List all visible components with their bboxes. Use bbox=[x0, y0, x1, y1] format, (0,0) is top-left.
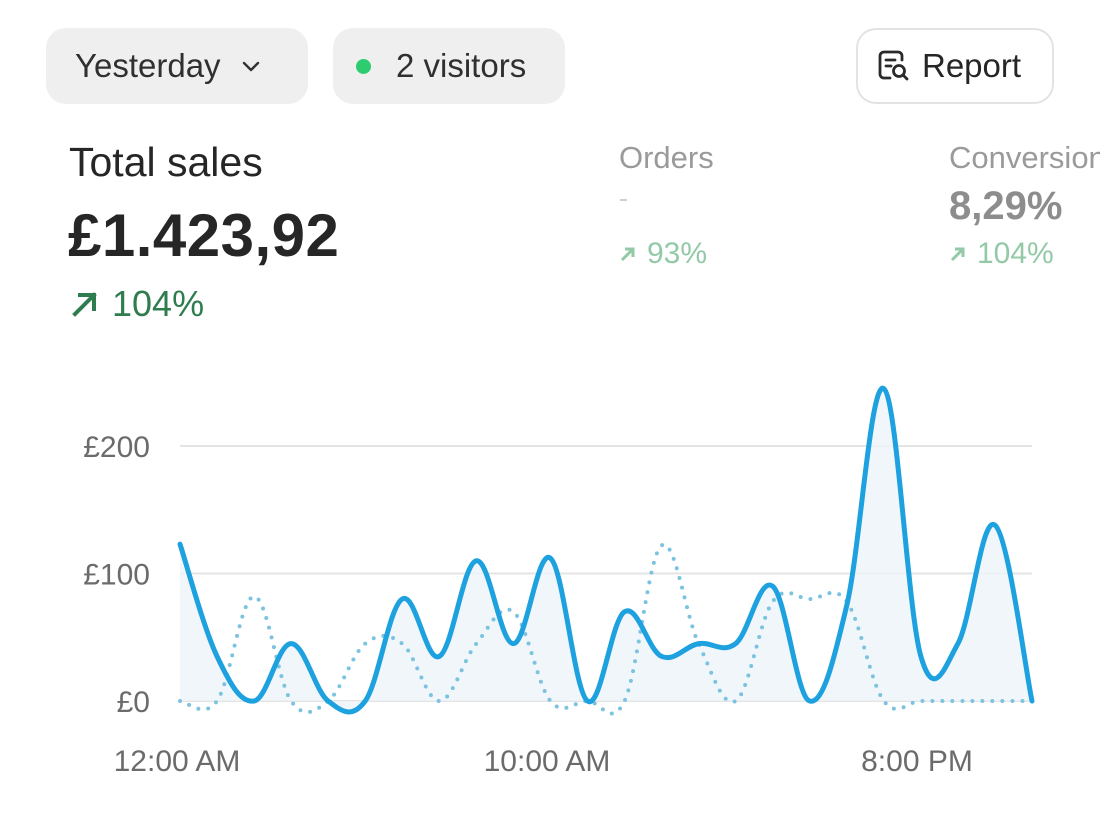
current-series-area bbox=[180, 388, 1032, 712]
y-tick-label: £0 bbox=[117, 686, 150, 719]
arrow-up-right-icon bbox=[620, 247, 635, 262]
x-axis-ticks: 12:00 AM 10:00 AM 8:00 PM bbox=[114, 745, 973, 778]
conversion-trend: 104% bbox=[949, 237, 1054, 271]
chart-series bbox=[177, 386, 1035, 716]
arrow-up-right-icon bbox=[950, 247, 965, 262]
chevron-down-icon bbox=[239, 54, 263, 78]
report-button[interactable]: Report bbox=[856, 28, 1054, 104]
total-sales-trend: 104% bbox=[70, 283, 204, 325]
chart-area-fill bbox=[180, 388, 1032, 712]
y-tick-label: £200 bbox=[83, 431, 150, 464]
y-tick-label: £100 bbox=[83, 559, 150, 592]
orders-title: Orders bbox=[619, 140, 714, 175]
live-visitors-badge[interactable]: 2 visitors bbox=[333, 28, 565, 104]
orders-trend: 93% bbox=[619, 237, 707, 271]
total-sales-title: Total sales bbox=[69, 139, 263, 185]
current-series-line bbox=[177, 386, 1035, 715]
total-sales-trend-value: 104% bbox=[112, 283, 205, 324]
orders-trend-value: 93% bbox=[647, 237, 708, 270]
live-status-dot-icon bbox=[356, 58, 371, 74]
x-tick-label: 10:00 AM bbox=[484, 745, 611, 778]
period-label: Yesterday bbox=[75, 47, 221, 84]
period-selector[interactable]: Yesterday bbox=[46, 28, 308, 104]
conversion-title: Conversion bbox=[949, 140, 1100, 175]
conversion-trend-value: 104% bbox=[977, 237, 1054, 270]
x-tick-label: 8:00 PM bbox=[861, 745, 973, 778]
report-button-label: Report bbox=[922, 47, 1022, 84]
y-axis-ticks: £200 £100 £0 bbox=[83, 431, 150, 719]
x-tick-label: 12:00 AM bbox=[114, 745, 241, 778]
visitors-label: 2 visitors bbox=[396, 47, 527, 84]
total-sales-value: £1.423,92 bbox=[68, 202, 340, 269]
conversion-value: 8,29% bbox=[949, 184, 1063, 228]
sales-line-chart: £200 £100 £0 12:00 AM 10:00 AM 8:00 PM bbox=[83, 386, 1035, 778]
report-search-icon bbox=[876, 48, 912, 84]
arrow-up-right-icon bbox=[70, 289, 100, 319]
orders-value-empty bbox=[620, 199, 627, 201]
